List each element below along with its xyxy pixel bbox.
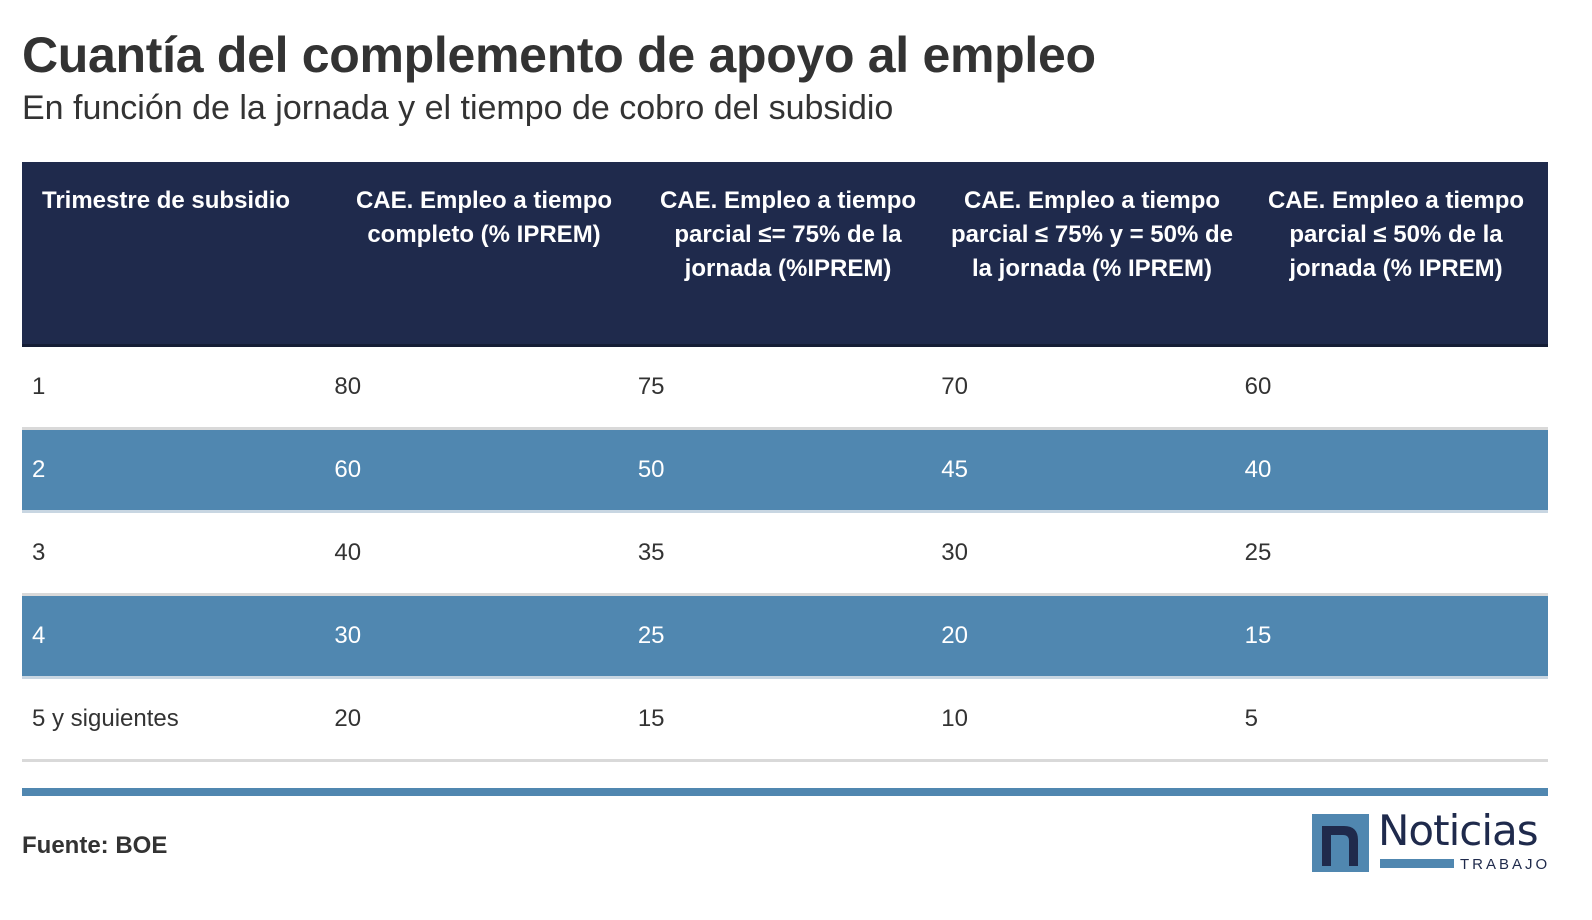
table-cell: 5 [1244,705,1258,732]
table-cell: 40 [1244,456,1272,483]
n-letter-icon [1322,826,1358,866]
table-cell: 15 [637,705,665,732]
table-cell: 35 [637,539,665,566]
logo-bar [1380,859,1454,868]
table-cell: 15 [1244,622,1272,649]
table-cell: 4 [32,622,46,649]
table-cell: 30 [334,622,362,649]
chart-subtitle: En función de la jornada y el tiempo de … [22,89,894,127]
logo-subtitle: TRABAJO [1460,856,1551,873]
table-cell: 50 [637,456,665,483]
table-row: 2 60 50 45 40 [22,430,1548,513]
table-cell: 30 [941,539,968,566]
table-cell: 70 [941,373,968,400]
table-cell: 2 [32,456,46,483]
table-cell: 20 [334,705,362,732]
table-cell: 5 y siguientes [32,705,179,732]
column-header-parcial-75: CAE. Empleo a tiempo parcial ≤= 75% de l… [659,187,917,282]
column-header-parcial-50: CAE. Empleo a tiempo parcial ≤ 50% de la… [1267,187,1525,282]
table-cell: 60 [1244,373,1272,400]
chart-title: Cuantía del complemento de apoyo al empl… [22,27,1096,83]
table-row: 1 80 75 70 60 [22,347,1548,430]
table-cell: 45 [941,456,968,483]
table-row: 3 40 35 30 25 [22,513,1548,596]
table-cell: 40 [334,539,362,566]
table-cell: 60 [334,456,362,483]
table-row: 5 y siguientes 20 15 10 5 [22,679,1548,762]
table-cell: 25 [637,622,665,649]
table-cell: 10 [941,705,968,732]
footer-divider [22,788,1548,796]
table-cell: 3 [32,539,46,566]
column-header-trimestre: Trimestre de subsidio [42,187,291,214]
table-cell: 25 [1244,539,1272,566]
noticias-trabajo-logo: Noticias TRABAJO [1312,806,1551,876]
column-header-tiempo-completo: CAE. Empleo a tiempo completo (% IPREM) [355,187,613,248]
data-table: Trimestre de subsidio CAE. Empleo a tiem… [22,162,1548,762]
table-row: 4 30 25 20 15 [22,596,1548,679]
table-cell: 1 [32,373,46,400]
source-note: Fuente: BOE [22,832,168,859]
table-header: Trimestre de subsidio CAE. Empleo a tiem… [22,162,1548,347]
logo-mark [1312,814,1369,872]
logo-wordmark: Noticias [1378,806,1539,855]
column-header-parcial-75-50: CAE. Empleo a tiempo parcial ≤ 75% y = 5… [951,187,1233,282]
table-cell: 80 [334,373,362,400]
table-cell: 20 [941,622,968,649]
table-cell: 75 [637,373,665,400]
